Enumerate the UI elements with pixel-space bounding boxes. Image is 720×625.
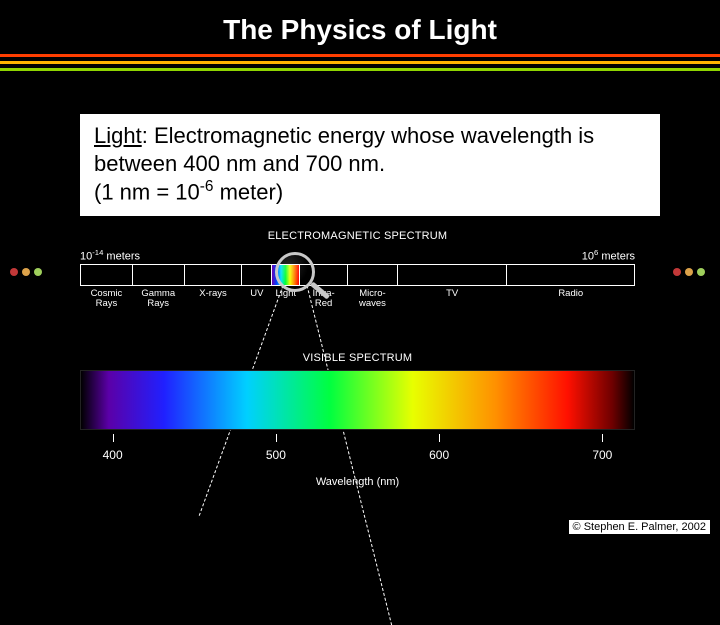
em-segment-label: Gamma Rays	[133, 289, 184, 309]
em-spectrum-title: ELECTROMAGNETIC SPECTRUM	[80, 230, 635, 242]
axis-tick	[439, 434, 440, 442]
spectrum-figure: ELECTROMAGNETIC SPECTRUM 10-14 meters 10…	[80, 230, 635, 498]
axis-tick	[602, 434, 603, 442]
dot	[34, 268, 42, 276]
triple-underline	[0, 54, 720, 78]
underline-1	[0, 54, 720, 57]
em-left-scale: 10-14 meters	[80, 248, 140, 263]
visible-spectrum-bar	[80, 370, 635, 430]
visible-spectrum-ticks	[80, 434, 635, 442]
em-segment: Cosmic Rays	[81, 265, 133, 285]
right-side-dots	[673, 268, 705, 276]
axis-tick-label: 400	[103, 448, 123, 462]
dot	[673, 268, 681, 276]
underline-2	[0, 61, 720, 64]
em-segment: Infra- Red	[300, 265, 348, 285]
definition-box: Light: Electromagnetic energy whose wave…	[80, 114, 660, 216]
em-segment: UV	[242, 265, 272, 285]
em-segment-label: UV	[242, 289, 271, 299]
visible-spectrum-title: VISIBLE SPECTRUM	[80, 352, 635, 364]
dot	[10, 268, 18, 276]
underline-3	[0, 68, 720, 71]
wavelength-axis-label: Wavelength (nm)	[80, 476, 635, 488]
definition-note-before: (1 nm = 10	[94, 179, 200, 204]
em-segment: TV	[398, 265, 508, 285]
em-segment-label: Radio	[507, 289, 634, 299]
em-right-scale: 106 meters	[582, 248, 635, 263]
axis-tick-label: 600	[429, 448, 449, 462]
scale-prefix: 10	[582, 251, 594, 263]
copyright: © Stephen E. Palmer, 2002	[569, 520, 710, 534]
axis-tick-label: 700	[592, 448, 612, 462]
em-segment: Radio	[507, 265, 634, 285]
scale-suffix: meters	[103, 251, 140, 263]
dot	[22, 268, 30, 276]
em-segment-label: Cosmic Rays	[81, 289, 132, 309]
definition-body: : Electromagnetic energy whose wavelengt…	[94, 123, 594, 176]
dot	[685, 268, 693, 276]
em-segment-label: Micro- waves	[348, 289, 397, 309]
scale-suffix: meters	[598, 251, 635, 263]
em-segment: Gamma Rays	[133, 265, 185, 285]
definition-note-exp: -6	[200, 178, 214, 195]
em-segment-label: TV	[398, 289, 507, 299]
dot	[697, 268, 705, 276]
em-segment: X-rays	[185, 265, 243, 285]
slide-title: The Physics of Light	[0, 0, 720, 46]
em-segment: Light	[272, 265, 300, 285]
em-segment-label: Light	[272, 289, 299, 299]
definition-note-after: meter)	[213, 179, 283, 204]
em-segment-label: X-rays	[185, 289, 242, 299]
definition-term: Light	[94, 123, 142, 148]
axis-tick-label: 500	[266, 448, 286, 462]
axis-tick	[113, 434, 114, 442]
axis-tick	[276, 434, 277, 442]
scale-prefix: 10	[80, 251, 92, 263]
em-spectrum-bar: Cosmic RaysGamma RaysX-raysUVLightInfra-…	[80, 264, 635, 286]
scale-exp: -14	[92, 248, 103, 257]
em-segment: Micro- waves	[348, 265, 398, 285]
projection-line-right	[307, 285, 393, 625]
left-side-dots	[10, 268, 42, 276]
